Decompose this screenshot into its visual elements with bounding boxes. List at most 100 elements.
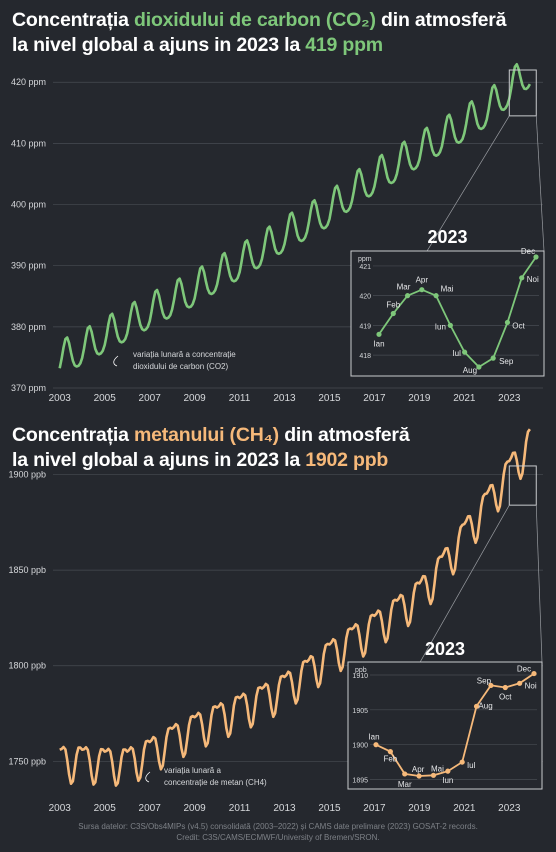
- co2-inset-point-label: Noi: [527, 275, 539, 284]
- co2-inset-point-label: Oct: [512, 321, 525, 330]
- co2-xtick-label: 2017: [363, 393, 386, 404]
- co2-main-chart: 370 ppm 380 ppm 390 ppm 400 ppm 410 ppm 420 p…: [11, 63, 545, 404]
- co2-xtick-label: 2021: [453, 393, 476, 404]
- co2-xtick-label: 2007: [139, 393, 162, 404]
- co2-ytick-label: 410 ppm: [11, 138, 46, 148]
- ch4-inset-point: [459, 759, 465, 765]
- co2-xtick-label: 2019: [408, 393, 431, 404]
- co2-xtick-label: 2015: [318, 393, 341, 404]
- ch4-xtick-label: 2019: [408, 803, 431, 814]
- ch4-inset-point-label: Noi: [525, 681, 537, 690]
- ch4-inset-point-label: Sep: [477, 676, 492, 685]
- ch4-xtick-label: 2017: [363, 803, 386, 814]
- co2-inset-point-label: Sep: [499, 357, 514, 366]
- co2-inset-point: [433, 293, 439, 299]
- co2-inset-ytick-label: 421: [359, 264, 371, 271]
- ch4-inset-point: [445, 768, 451, 774]
- ch4-inset-frame: [347, 661, 543, 790]
- co2-series-line: [58, 63, 532, 369]
- co2-ytick-label: 400 ppm: [11, 200, 46, 210]
- co2-inset-point: [462, 349, 468, 355]
- ch4-inset-ytick-label: 1895: [352, 778, 368, 785]
- ch4-xtick-label: 2009: [183, 803, 206, 814]
- ch4-value-highlight: 1902 ppb: [305, 449, 389, 471]
- ch4-annotation-line2: concentrație de metan (CH4): [164, 778, 267, 787]
- co2-xtick-label: 2011: [229, 393, 251, 404]
- co2-xtick-label: 2003: [49, 393, 72, 404]
- ch4-xtick-label: 2023: [498, 803, 521, 814]
- ch4-inset-point: [430, 772, 437, 778]
- co2-title-highlight: dioxidului de carbon (CO₂): [134, 9, 376, 31]
- ch4-title-line1: Concentrația metanului (CH₄) din atmosfe…: [12, 423, 410, 448]
- ch4-inset-ytick-label: 1910: [352, 673, 368, 680]
- ch4-ytick-label: 1850 ppb: [8, 565, 46, 575]
- ch4-inset-point-label: Iun: [442, 776, 453, 785]
- co2-inset-point: [404, 293, 411, 299]
- co2-inset-point-label: Apr: [416, 276, 429, 285]
- co2-annotation-line2: dioxidului de carbon (CO2): [133, 362, 228, 371]
- ch4-ytick-label: 1900 ppb: [8, 470, 46, 480]
- co2-title-text: Concentrația: [12, 9, 135, 31]
- co2-inset-ytick-label: 418: [359, 353, 371, 360]
- ch4-inset-point: [416, 773, 422, 779]
- ch4-annotation-line1: variația lunară a: [164, 766, 221, 775]
- co2-xtick-label: 2013: [273, 393, 296, 404]
- ch4-inset-point-label: Mar: [398, 780, 412, 789]
- co2-inset-chart: 2023 ppm 418 419 420 421 Ian Feb Mar Apr Mai Iun Iul…: [350, 227, 545, 377]
- ch4-xtick-label: 2005: [94, 803, 117, 814]
- co2-inset-point: [490, 355, 496, 361]
- ch4-inset-point: [387, 749, 393, 755]
- ch4-title: Concentrația metanului (CH₄) din atmosfe…: [12, 423, 410, 473]
- co2-inset-point-label: Dec: [521, 247, 535, 256]
- credits-author: Credit: C3S/CAMS/ECMWF/University of Bre…: [176, 833, 380, 842]
- ch4-inset-point-label: Ian: [368, 733, 379, 742]
- ch4-title-highlight: metanului (CH₄): [134, 424, 279, 446]
- ch4-subtitle-text: la nivel global a ajuns in 2023 la: [12, 449, 306, 471]
- ch4-highlight-box: [508, 465, 537, 506]
- ch4-inset-point-label: Feb: [383, 755, 397, 764]
- co2-xtick-label: 2005: [94, 393, 117, 404]
- ch4-title-line2: la nivel global a ajuns in 2023 la 1902 …: [12, 448, 409, 473]
- ch4-inset-point-label: Oct: [499, 693, 512, 702]
- ch4-inset-point: [473, 703, 480, 709]
- co2-ytick-label: 380 ppm: [11, 322, 46, 332]
- ch4-xtick-label: 2015: [318, 803, 341, 814]
- ch4-inset-point: [531, 670, 537, 677]
- ch4-inset-point: [373, 742, 379, 748]
- ch4-title-text-end: din atmosferă: [278, 424, 410, 446]
- ch4-inset-point-label: Mai: [431, 764, 444, 773]
- co2-inset-point-label: Aug: [463, 366, 477, 375]
- ch4-inset-title: 2023: [425, 639, 465, 659]
- ch4-xtick-label: 2011: [229, 803, 251, 814]
- co2-title-line1: Concentrația dioxidului de carbon (CO₂) …: [12, 8, 507, 33]
- co2-inset-point: [504, 319, 511, 326]
- ch4-annotation-arrow: [145, 771, 151, 783]
- ch4-inset-point: [402, 771, 408, 777]
- ch4-inset-point-label: Apr: [412, 765, 425, 774]
- co2-inset-point: [390, 310, 396, 317]
- ch4-ytick-label: 1750 ppb: [8, 756, 46, 766]
- ch4-inset-point: [502, 684, 508, 691]
- co2-inset-point-label: Mai: [441, 285, 454, 294]
- co2-inset-point-label: Ian: [373, 339, 384, 348]
- co2-xtick-label: 2009: [183, 393, 206, 404]
- co2-inset-point: [519, 275, 525, 281]
- ch4-inset-point: [517, 680, 523, 686]
- co2-inset-point: [533, 254, 539, 260]
- ch4-xtick-label: 2007: [139, 803, 162, 814]
- co2-inset-point: [376, 331, 382, 337]
- co2-inset-point-label: Iun: [435, 322, 446, 331]
- co2-highlight-box: [508, 69, 537, 117]
- ch4-title-text: Concentrația: [12, 424, 135, 446]
- ch4-xtick-label: 2003: [49, 803, 72, 814]
- co2-annotation-line1: variația lunară a concentrație: [133, 350, 236, 359]
- co2-annotation-arrow: [113, 355, 119, 367]
- ch4-inset-ytick-label: 1905: [352, 708, 368, 715]
- co2-inset-ytick-label: 419: [359, 323, 371, 330]
- ch4-xtick-label: 2021: [453, 803, 476, 814]
- ch4-inset-unit: ppb: [355, 667, 367, 674]
- ch4-annotation: variația lunară a concentrație de metan …: [145, 766, 267, 787]
- ch4-inset-point-label: Aug: [478, 701, 492, 710]
- credits-source: Sursa datelor: C3S/Obs4MIPs (v4.5) conso…: [78, 822, 478, 831]
